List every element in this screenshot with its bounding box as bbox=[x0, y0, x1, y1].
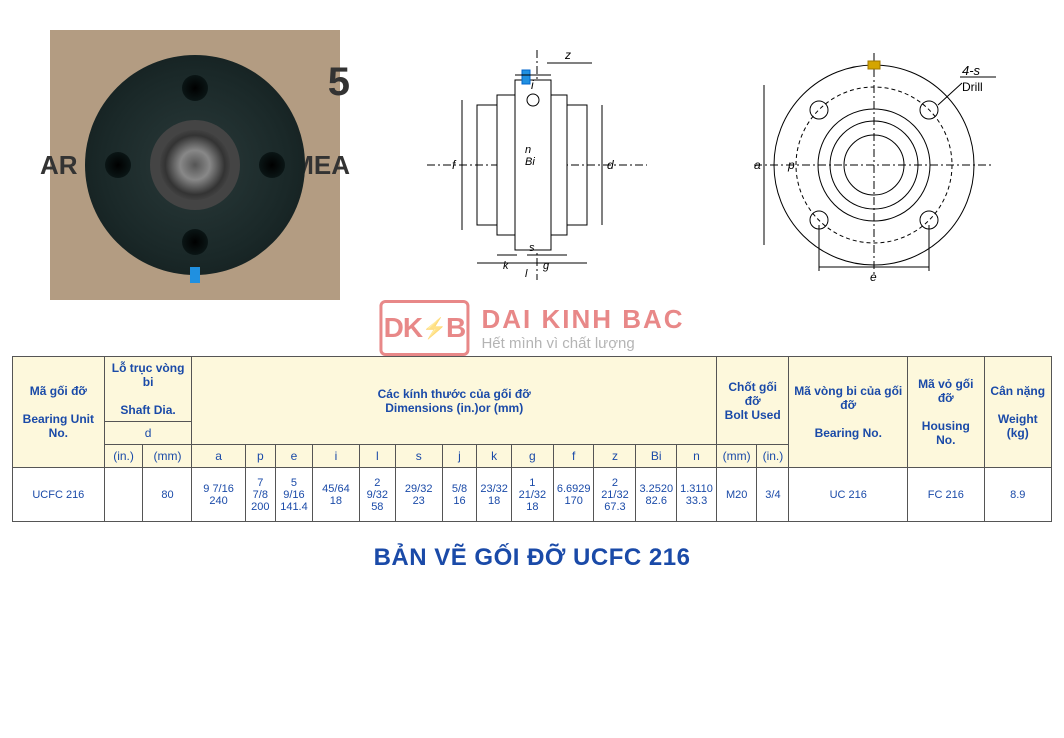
cell-p: 7 7/8 200 bbox=[245, 468, 275, 522]
col-bolt-in: (in.) bbox=[757, 445, 789, 468]
cell-bolt-in: 3/4 bbox=[757, 468, 789, 522]
center-bore bbox=[150, 120, 240, 210]
col-n: n bbox=[677, 445, 717, 468]
logo-text: DK bbox=[384, 312, 422, 344]
brand-text: DAI KINH BAC Hết mình vì chất lượng bbox=[481, 304, 684, 352]
col-shaft: Lỗ trục vòng bi Shaft Dia. bbox=[104, 357, 192, 422]
cell-f: 6.6929 170 bbox=[553, 468, 594, 522]
cell-l: 2 9/32 58 bbox=[359, 468, 395, 522]
spec-table: Mã gối đỡ Bearing Unit No. Lỗ trục vòng … bbox=[12, 356, 1052, 522]
bolt-hole bbox=[182, 75, 208, 101]
col-bolt-mm: (mm) bbox=[716, 445, 757, 468]
cell-g: 1 21/32 18 bbox=[511, 468, 553, 522]
table-row: UCFC 216 80 9 7/16 240 7 7/8 200 5 9/16 … bbox=[13, 468, 1052, 522]
bolt-hole bbox=[259, 152, 285, 178]
col-housing-no: Mã vỏ gối đỡ Housing No. bbox=[908, 357, 985, 468]
cell-housing-no: FC 216 bbox=[908, 468, 985, 522]
cell-j: 5/8 16 bbox=[442, 468, 477, 522]
grease-nipple bbox=[190, 267, 200, 283]
col-e: e bbox=[275, 445, 312, 468]
cell-weight: 8.9 bbox=[984, 468, 1051, 522]
cell-shaft-in bbox=[104, 468, 143, 522]
bolt-hole bbox=[105, 152, 131, 178]
col-bi: Bi bbox=[636, 445, 677, 468]
col-unit-no: Mã gối đỡ Bearing Unit No. bbox=[13, 357, 105, 468]
col-j: j bbox=[442, 445, 477, 468]
svg-text:f: f bbox=[452, 158, 457, 172]
cell-k: 23/32 18 bbox=[477, 468, 512, 522]
bolt-icon: ⚡ bbox=[422, 316, 446, 341]
image-row: AR R 5 MEA z i n bbox=[0, 0, 1064, 310]
col-weight: Cân nặng Weight (kg) bbox=[984, 357, 1051, 468]
col-a: a bbox=[192, 445, 245, 468]
svg-text:d: d bbox=[607, 158, 614, 172]
col-dims: Các kính thước của gối đỡ Dimensions (in… bbox=[192, 357, 716, 445]
svg-text:z: z bbox=[564, 48, 571, 62]
col-p: p bbox=[245, 445, 275, 468]
cell-s: 29/32 23 bbox=[395, 468, 442, 522]
svg-text:p: p bbox=[787, 158, 795, 172]
svg-text:4-s: 4-s bbox=[962, 63, 981, 78]
svg-text:g: g bbox=[543, 260, 550, 272]
col-bearing-no: Mã vòng bi của gối đỡ Bearing No. bbox=[789, 357, 908, 468]
svg-text:n: n bbox=[525, 144, 531, 156]
side-drawing: z i n Bi d f k g l s bbox=[397, 45, 677, 285]
col-i: i bbox=[312, 445, 359, 468]
col-shaft-mm: (mm) bbox=[143, 445, 192, 468]
cell-n: 1.3110 33.3 bbox=[677, 468, 717, 522]
cell-unit-no: UCFC 216 bbox=[13, 468, 105, 522]
front-drawing: 4-s Drill a p e bbox=[734, 45, 1014, 285]
col-z: z bbox=[594, 445, 636, 468]
col-l: l bbox=[359, 445, 395, 468]
cell-z: 2 21/32 67.3 bbox=[594, 468, 636, 522]
col-g: g bbox=[511, 445, 553, 468]
page-title: BẢN VẼ GỐI ĐỠ UCFC 216 bbox=[0, 544, 1064, 572]
svg-text:k: k bbox=[503, 260, 509, 272]
photo-bg-text-topright: 5 bbox=[328, 60, 350, 105]
flange-body bbox=[85, 55, 305, 275]
cell-bi: 3.2520 82.6 bbox=[636, 468, 677, 522]
cell-a: 9 7/16 240 bbox=[192, 468, 245, 522]
svg-text:i: i bbox=[531, 78, 534, 92]
col-bolt: Chốt gối đỡ Bolt Used bbox=[716, 357, 789, 445]
col-shaft-d: d bbox=[104, 422, 192, 445]
logo-text-b: B bbox=[446, 312, 465, 344]
product-photo: AR R 5 MEA bbox=[50, 30, 340, 300]
cell-shaft-mm: 80 bbox=[143, 468, 192, 522]
svg-text:Bi: Bi bbox=[525, 156, 535, 168]
cell-i: 45/64 18 bbox=[312, 468, 359, 522]
svg-text:s: s bbox=[529, 242, 535, 254]
cell-e: 5 9/16 141.4 bbox=[275, 468, 312, 522]
col-shaft-in: (in.) bbox=[104, 445, 143, 468]
col-s: s bbox=[395, 445, 442, 468]
bolt-hole bbox=[182, 229, 208, 255]
brand-slogan: Hết mình vì chất lượng bbox=[481, 335, 684, 352]
svg-text:e: e bbox=[870, 270, 877, 284]
cell-bolt-mm: M20 bbox=[716, 468, 757, 522]
svg-text:a: a bbox=[754, 158, 761, 172]
col-f: f bbox=[553, 445, 594, 468]
svg-text:l: l bbox=[525, 268, 528, 280]
col-k: k bbox=[477, 445, 512, 468]
svg-text:Drill: Drill bbox=[962, 80, 983, 94]
cell-bearing-no: UC 216 bbox=[789, 468, 908, 522]
